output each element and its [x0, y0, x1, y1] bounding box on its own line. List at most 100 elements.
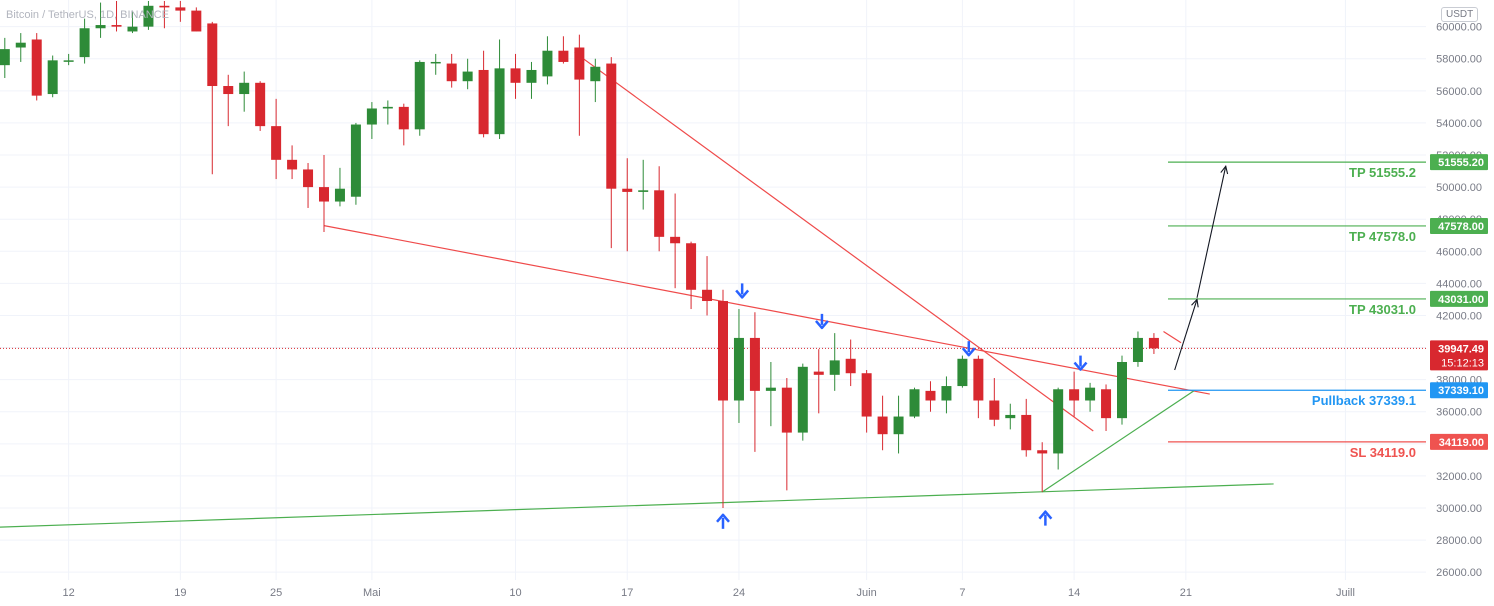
arrow-down-icon: [1073, 355, 1088, 371]
candle-body: [877, 416, 888, 435]
candle-up: [127, 10, 138, 34]
candle-body: [893, 416, 904, 435]
candle-up: [334, 167, 345, 207]
price-tick-label: 46000.00: [1436, 246, 1482, 258]
price-tag-bg: [1430, 433, 1488, 450]
candle-up: [63, 53, 74, 66]
candle-down: [478, 50, 489, 138]
candle-body: [414, 61, 425, 130]
candle-up: [350, 122, 361, 205]
time-tick-label: 24: [733, 587, 745, 599]
candle-down: [1069, 371, 1080, 417]
candle-body: [462, 71, 473, 82]
candle-down: [622, 158, 633, 252]
price-tag-bg: [1430, 154, 1488, 171]
candle-body: [1132, 337, 1143, 362]
price-tick-label: 32000.00: [1436, 471, 1482, 483]
candle-body: [79, 28, 90, 58]
candle-body: [223, 86, 234, 95]
candle-up: [526, 61, 537, 99]
candle-body: [31, 39, 42, 96]
candle-down: [845, 339, 856, 387]
candle-body: [430, 61, 441, 64]
price-tag-text: 51555.20: [1438, 157, 1484, 169]
candle-down: [175, 0, 186, 22]
candle-body: [989, 400, 1000, 420]
candle-body: [941, 386, 952, 401]
candle-body: [813, 371, 824, 375]
candle-body: [670, 236, 681, 244]
arrow-up-icon: [716, 513, 730, 529]
candle-body: [350, 124, 361, 197]
time-tick-label: 19: [174, 587, 186, 599]
candle-down: [255, 81, 266, 131]
candle-body: [207, 23, 218, 87]
price-levels: TP 51555.2 TP 47578.0 TP 43031.0 Pullback 3…: [0, 161, 1426, 460]
candle-down: [670, 193, 681, 289]
candle-body: [334, 188, 345, 202]
candle-body: [957, 358, 968, 387]
level-label: TP 43031.0: [1349, 302, 1416, 317]
candle-down: [319, 155, 329, 233]
price-tick-label: 44000.00: [1436, 278, 1482, 290]
candle-down: [973, 355, 984, 419]
arrow-down-icon: [735, 283, 750, 299]
candle-up: [590, 58, 601, 103]
green-trendline: [0, 483, 1274, 528]
candle-body: [861, 373, 872, 417]
price-tag-bg: [1430, 290, 1488, 307]
time-axis[interactable]: 12 19 25 Mai 10 17 24 Juin 7 14 21 Juill: [63, 587, 1355, 599]
candle-body: [686, 243, 697, 290]
candle-body: [366, 108, 377, 125]
candle-up: [462, 58, 473, 90]
candle-body: [542, 50, 553, 77]
candle-body: [175, 7, 186, 11]
candle-body: [590, 66, 601, 82]
level-label: TP 47578.0: [1349, 229, 1416, 244]
currency-badge[interactable]: USDT: [1441, 7, 1479, 22]
level-price-tag: 34119.00: [1430, 433, 1488, 450]
projection-arrows: [1174, 165, 1229, 371]
candle-body: [1021, 414, 1032, 451]
candle-up: [893, 395, 904, 454]
candle-down: [558, 36, 569, 64]
candle-body: [1117, 361, 1127, 419]
candle-up: [542, 36, 553, 85]
candle-down: [574, 34, 585, 136]
candle-body: [1005, 414, 1016, 419]
candle-body: [271, 126, 282, 160]
candle-body: [446, 63, 457, 82]
price-tick-label: 28000.00: [1436, 535, 1482, 547]
candle-up: [47, 55, 58, 98]
candle-down: [686, 241, 697, 310]
candle-body: [191, 10, 202, 32]
candle-up: [15, 33, 26, 62]
candle-body: [287, 159, 298, 170]
candle-body: [111, 25, 122, 27]
level-price-tag: 43031.00: [1430, 290, 1488, 307]
candle-up: [957, 355, 968, 388]
price-tick-label: 42000.00: [1436, 310, 1482, 322]
candle-body: [845, 358, 856, 374]
price-tag-text: 43031.00: [1438, 294, 1484, 306]
candle-down: [223, 74, 234, 127]
candle-up: [765, 361, 776, 427]
candle-up: [909, 387, 920, 419]
arrow-down-icon: [961, 341, 976, 357]
candle-up: [79, 18, 90, 64]
candle-down: [989, 378, 1000, 427]
time-tick-label: 14: [1068, 587, 1080, 599]
candle-down: [31, 33, 42, 101]
level-price-tag: 37339.10: [1430, 382, 1488, 399]
candle-up: [366, 102, 377, 139]
time-tick-label: 7: [959, 587, 965, 599]
candle-down: [606, 57, 617, 249]
candle-down: [1148, 333, 1159, 354]
price-tick-label: 54000.00: [1436, 118, 1482, 130]
current-price-tag: 39947.49 15:12:13: [1430, 340, 1488, 371]
time-tick-label: Mai: [363, 587, 381, 599]
candle-body: [526, 69, 537, 83]
candle-body: [558, 50, 569, 62]
price-tags: 51555.20 47578.00 43031.00 37339.10 34119.00…: [1430, 154, 1488, 450]
